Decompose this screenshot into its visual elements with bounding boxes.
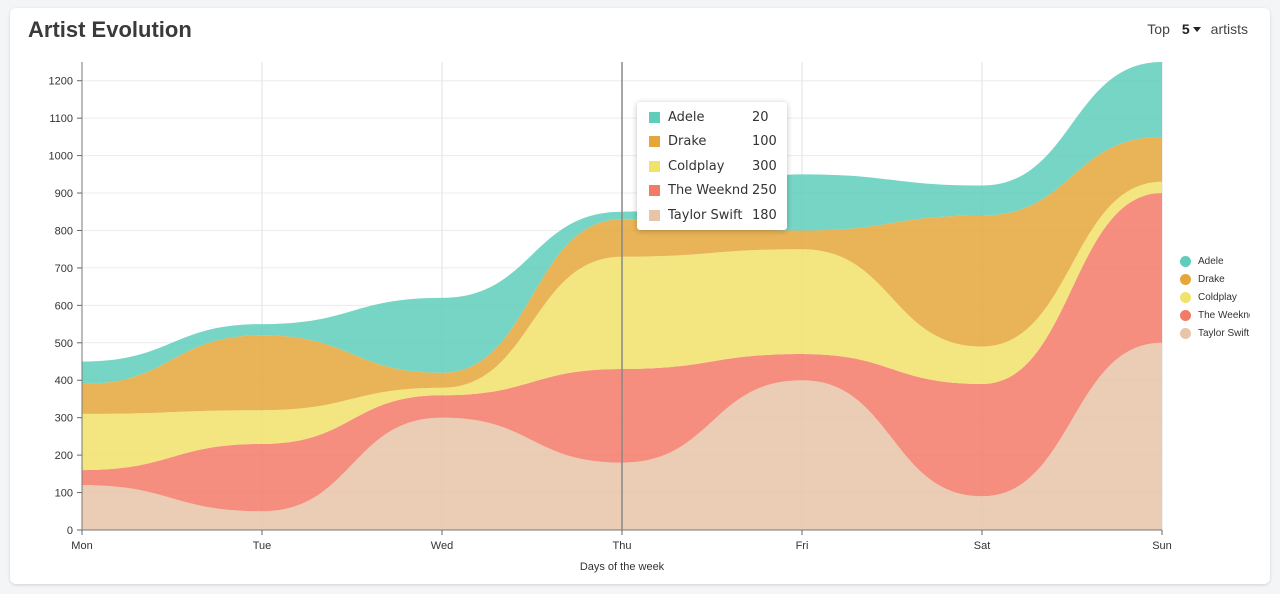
top-n-selector-group: Top 5 artists — [1143, 21, 1252, 37]
tooltip-row: Adele 20 — [649, 108, 779, 126]
x-tick-label-sun: Sun — [1152, 540, 1172, 552]
top-n-dropdown[interactable]: 5 — [1182, 21, 1201, 37]
area-the-weeknd — [82, 193, 1162, 512]
chart-legend: Adele Drake Coldplay The Weeknd Taylor Swift — [1180, 252, 1250, 342]
tooltip-swatch — [649, 185, 660, 196]
tooltip-series-name: The Weeknd — [668, 183, 749, 198]
y-tick-label: 700 — [55, 263, 73, 275]
chart-title: Artist Evolution — [28, 17, 192, 42]
legend-dot-icon — [1180, 255, 1191, 267]
y-tick-label: 1000 — [49, 151, 73, 163]
tooltip-swatch — [649, 111, 660, 123]
legend-label: Taylor Swift — [1198, 327, 1250, 339]
legend-item-the-weeknd[interactable]: The Weeknd — [1180, 306, 1250, 324]
y-tick-label: 100 — [55, 488, 73, 500]
x-tick-label-wed: Wed — [431, 540, 453, 552]
area-drake — [82, 136, 1162, 414]
legend-label: Adele — [1198, 255, 1224, 267]
tooltip-series-name: Taylor Swift — [668, 207, 743, 223]
tooltip-swatch — [649, 160, 660, 172]
tooltip-series-name: Drake — [668, 134, 707, 149]
tooltip-series-value: 20 — [752, 109, 769, 125]
area-taylor-swift — [82, 342, 1162, 530]
x-axis-label: Days of the week — [580, 561, 665, 573]
x-tick-label-thu: Thu — [613, 540, 632, 552]
x-tick-label-sat: Sat — [974, 540, 991, 552]
legend-label: Coldplay — [1198, 291, 1237, 303]
top-n-value: 5 — [1181, 21, 1190, 37]
tooltip-series-name: Coldplay — [668, 158, 725, 174]
y-tick-label: 200 — [55, 450, 73, 462]
x-tick-label-mon: Mon — [71, 540, 92, 552]
tooltip-series-value: 180 — [752, 207, 777, 223]
tooltip-row: The Weeknd 250 — [649, 182, 779, 200]
y-tick-label: 300 — [55, 413, 73, 425]
x-tick-label-fri: Fri — [796, 540, 809, 552]
tooltip-swatch — [649, 209, 660, 221]
tooltip-series-value: 250 — [752, 183, 777, 198]
hover-tooltip: Adele 20 Drake 100 Coldplay 300 The Weeknd 250 T… — [637, 102, 787, 230]
y-tick-label: 1100 — [49, 113, 73, 125]
legend-label: Drake — [1198, 273, 1225, 285]
y-tick-label: 500 — [55, 338, 73, 350]
legend-item-coldplay[interactable]: Coldplay — [1180, 288, 1250, 306]
tooltip-row: Drake 100 — [649, 133, 779, 151]
legend-item-taylor-swift[interactable]: Taylor Swift — [1180, 324, 1250, 342]
y-tick-label: 400 — [55, 375, 73, 387]
legend-item-drake[interactable]: Drake — [1180, 270, 1250, 288]
legend-dot-icon — [1180, 327, 1191, 339]
tooltip-series-name: Adele — [668, 109, 705, 125]
top-prefix-label: Top — [1147, 21, 1170, 37]
legend-dot-icon — [1180, 291, 1191, 303]
tooltip-series-value: 100 — [752, 134, 777, 149]
tooltip-swatch — [649, 136, 660, 147]
tooltip-row: Coldplay 300 — [649, 157, 779, 175]
y-tick-label: 900 — [55, 188, 73, 200]
legend-dot-icon — [1180, 309, 1191, 321]
y-tick-label: 1200 — [49, 76, 73, 88]
caret-down-icon — [1192, 27, 1201, 32]
tooltip-series-value: 300 — [752, 158, 777, 174]
tooltip-row: Taylor Swift 180 — [649, 206, 779, 224]
legend-dot-icon — [1180, 273, 1191, 285]
x-tick-label-tue: Tue — [253, 540, 272, 552]
top-suffix-label: artists — [1210, 21, 1248, 37]
y-tick-label: 0 — [67, 525, 73, 537]
y-tick-label: 600 — [55, 300, 73, 312]
legend-label: The Weeknd — [1198, 309, 1250, 321]
legend-item-adele[interactable]: Adele — [1180, 252, 1250, 270]
y-tick-label: 800 — [55, 225, 73, 237]
